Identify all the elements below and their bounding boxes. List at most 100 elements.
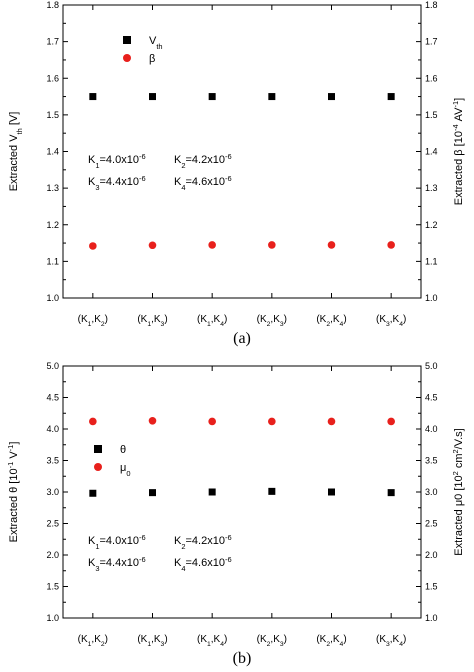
y-tick-label-right: 4.0 (425, 424, 438, 434)
y-tick-label-right: 2.5 (425, 519, 438, 529)
x-category-label: (K1,K3) (137, 634, 167, 648)
annotation-k-value: K3=4.4x10-6 (88, 555, 146, 573)
y-tick-label-right: 1.1 (425, 256, 438, 266)
data-point-circle (148, 241, 157, 250)
panel-caption: (a) (233, 330, 251, 347)
y-tick-label-right: 1.5 (425, 110, 438, 120)
y-tick-label-right: 1.5 (425, 582, 438, 592)
y-tick-label-left: 1.3 (46, 183, 59, 193)
data-point-circle (89, 417, 97, 426)
y-tick-label-left: 3.0 (46, 487, 59, 497)
annotation-k-value: K4=4.6x10-6 (174, 174, 232, 192)
x-category-label: (K2,K4) (316, 314, 346, 328)
y-tick-label-left: 1.0 (46, 613, 59, 623)
annotation-k-value: K4=4.6x10-6 (174, 555, 232, 573)
legend-label: Vth (149, 35, 163, 51)
y-tick-label-right: 3.5 (425, 456, 438, 466)
annotation-k-value: K1=4.0x10-6 (88, 533, 146, 551)
legend-marker-square (123, 36, 131, 44)
y-tick-label-left: 2.0 (46, 550, 59, 560)
y-tick-label-left: 1.4 (46, 147, 59, 157)
annotation-k-value: K1=4.0x10-6 (88, 152, 146, 170)
data-point-circle (148, 417, 157, 425)
y-tick-label-left: 1.2 (46, 220, 59, 230)
x-category-label: (K1,K3) (137, 314, 167, 328)
y-tick-label-right: 1.0 (425, 293, 438, 303)
data-point-square (208, 93, 216, 101)
y-tick-label-left: 4.5 (46, 393, 59, 403)
data-point-circle (387, 417, 395, 426)
data-point-square (149, 489, 156, 497)
data-point-square (268, 487, 276, 495)
data-point-square (268, 93, 276, 101)
data-point-circle (387, 241, 395, 249)
y-tick-label-left: 1.1 (46, 256, 59, 266)
data-point-circle (89, 242, 97, 250)
y-tick-label-left: 1.5 (46, 582, 59, 592)
x-category-label: (K1,K4) (197, 314, 227, 328)
y-axis-title-left: Extracted θ [10-1 V-1] (6, 442, 21, 543)
y-tick-label-right: 1.0 (425, 613, 438, 623)
plot-frame (62, 4, 422, 299)
legend-marker-circle (123, 54, 131, 62)
y-tick-label-right: 1.3 (425, 183, 438, 193)
annotation-k-value: K2=4.2x10-6 (174, 533, 232, 551)
x-category-label: (K2,K3) (257, 314, 287, 328)
data-point-circle (208, 417, 216, 426)
data-point-circle (327, 417, 336, 426)
y-tick-label-right: 1.8 (425, 0, 438, 10)
legend-label: β (149, 53, 155, 65)
panel-caption: (b) (233, 650, 252, 667)
y-tick-label-right: 1.6 (425, 73, 438, 83)
data-point-square (89, 93, 97, 101)
y-axis-title-left: Extracted Vth [V] (8, 112, 24, 192)
data-point-square (89, 489, 97, 497)
y-tick-label-right: 1.2 (425, 220, 438, 230)
x-category-label: (K1,K2) (78, 634, 108, 648)
x-category-label: (K1,K4) (197, 634, 227, 648)
y-tick-label-left: 5.0 (46, 361, 59, 371)
data-point-circle (268, 241, 276, 249)
y-axis-title-right: Extracted μ0 [102 cm2/V.s] (451, 428, 466, 555)
data-point-circle (208, 241, 216, 249)
legend-marker-square (94, 445, 102, 453)
y-tick-label-right: 1.4 (425, 147, 438, 157)
y-tick-label-left: 1.7 (46, 37, 59, 47)
chart-panel-b: 1.0 1.0 1.5 1.5 2.0 2.0 2.5 2.5 3.0 3.0 3.5 3.5 4.0 4… (6, 361, 466, 667)
y-tick-label-left: 4.0 (46, 424, 59, 434)
data-point-circle (327, 241, 336, 249)
annotation-k-value: K3=4.4x10-6 (88, 174, 146, 192)
data-point-square (149, 93, 156, 101)
data-point-square (387, 489, 395, 497)
y-tick-label-left: 1.6 (46, 73, 59, 83)
annotation-k-value: K2=4.2x10-6 (174, 152, 232, 170)
plot-frame (62, 365, 422, 619)
y-tick-label-left: 2.5 (46, 519, 59, 529)
data-point-square (387, 93, 395, 101)
x-category-label: (K3,K4) (376, 314, 406, 328)
legend-label: μ0 (120, 462, 131, 478)
legend-label: θ (120, 444, 126, 456)
y-axis-title-right: Extracted β [10-4 AV-1] (451, 98, 466, 206)
y-tick-label-right: 4.5 (425, 393, 438, 403)
x-category-label: (K3,K4) (376, 634, 406, 648)
y-tick-label-right: 1.7 (425, 37, 438, 47)
data-point-square (208, 488, 216, 496)
y-tick-label-left: 1.5 (46, 110, 59, 120)
chart-panel-a: 1.0 1.0 1.1 1.1 1.2 1.2 1.3 1.3 1.4 1.4 1.5 1.5 1.6 1… (8, 0, 465, 347)
y-tick-label-right: 3.0 (425, 487, 438, 497)
data-point-circle (268, 417, 276, 426)
y-tick-label-left: 1.0 (46, 293, 59, 303)
x-category-label: (K2,K3) (257, 634, 287, 648)
legend-marker-circle (94, 463, 102, 471)
y-tick-label-left: 3.5 (46, 456, 59, 466)
y-tick-label-right: 2.0 (425, 550, 438, 560)
x-category-label: (K1,K2) (78, 314, 108, 328)
data-point-square (328, 93, 335, 101)
y-tick-label-right: 5.0 (425, 361, 438, 371)
data-point-square (328, 488, 335, 496)
y-tick-label-left: 1.8 (46, 0, 59, 10)
x-category-label: (K2,K4) (316, 634, 346, 648)
